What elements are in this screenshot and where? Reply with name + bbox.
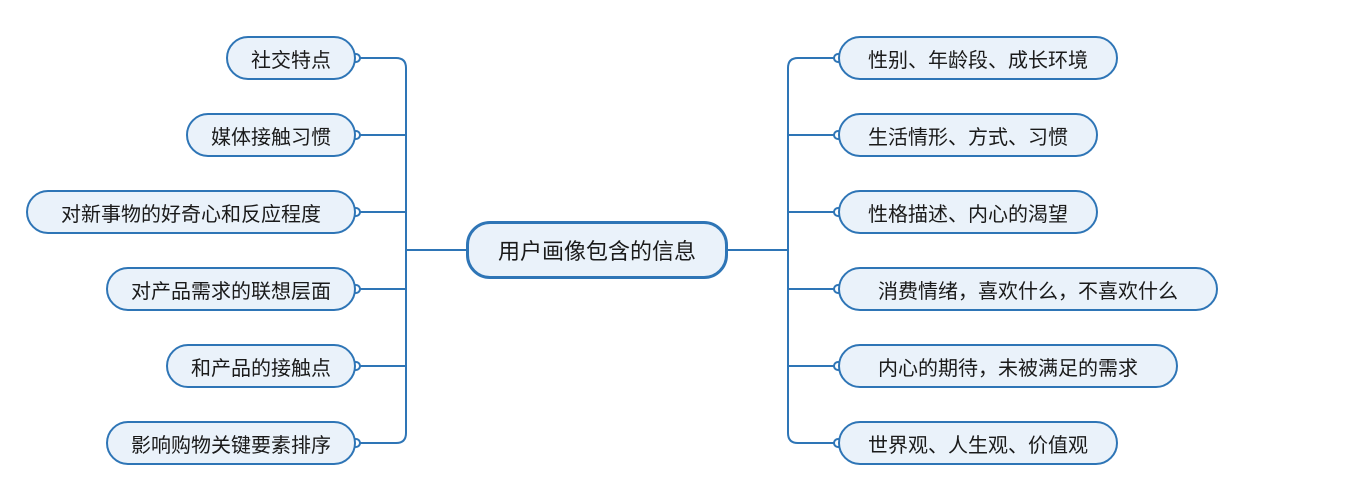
left-node-0-label: 社交特点: [251, 44, 331, 73]
center-node-label: 用户画像包含的信息: [498, 234, 696, 266]
left-node-2-label: 对新事物的好奇心和反应程度: [61, 198, 321, 227]
left-node-3-label: 对产品需求的联想层面: [131, 275, 331, 304]
right-node-2: 性格描述、内心的渴望: [838, 190, 1098, 234]
left-node-5: 影响购物关键要素排序: [106, 421, 356, 465]
center-node: 用户画像包含的信息: [466, 221, 728, 279]
right-node-0-label: 性别、年龄段、成长环境: [868, 44, 1088, 73]
left-node-4: 和产品的接触点: [166, 344, 356, 388]
mindmap-canvas: 用户画像包含的信息 社交特点媒体接触习惯对新事物的好奇心和反应程度对产品需求的联想…: [0, 0, 1372, 500]
right-node-2-label: 性格描述、内心的渴望: [868, 198, 1068, 227]
left-node-1-label: 媒体接触习惯: [211, 121, 331, 150]
right-node-3: 消费情绪，喜欢什么，不喜欢什么: [838, 267, 1218, 311]
right-node-1-label: 生活情形、方式、习惯: [868, 121, 1068, 150]
left-node-0: 社交特点: [226, 36, 356, 80]
right-node-1: 生活情形、方式、习惯: [838, 113, 1098, 157]
right-node-0: 性别、年龄段、成长环境: [838, 36, 1118, 80]
left-node-3: 对产品需求的联想层面: [106, 267, 356, 311]
right-node-4: 内心的期待，未被满足的需求: [838, 344, 1178, 388]
left-node-5-label: 影响购物关键要素排序: [131, 429, 331, 458]
left-node-4-label: 和产品的接触点: [191, 352, 331, 381]
right-node-3-label: 消费情绪，喜欢什么，不喜欢什么: [878, 275, 1178, 304]
right-node-4-label: 内心的期待，未被满足的需求: [878, 352, 1138, 381]
left-node-1: 媒体接触习惯: [186, 113, 356, 157]
left-node-2: 对新事物的好奇心和反应程度: [26, 190, 356, 234]
right-node-5-label: 世界观、人生观、价值观: [868, 429, 1088, 458]
right-node-5: 世界观、人生观、价值观: [838, 421, 1118, 465]
